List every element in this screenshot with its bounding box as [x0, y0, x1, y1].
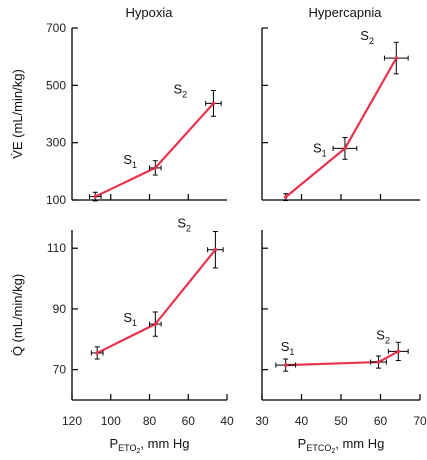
- x-tick-label: 50: [334, 414, 348, 428]
- y-tick-label: 90: [53, 302, 67, 316]
- x-tick-label: 40: [220, 414, 234, 428]
- y-axis-label: Q̇ (mL/min/kg): [10, 274, 25, 356]
- data-point: S2: [177, 216, 224, 269]
- data-point: [283, 193, 289, 202]
- series-line: [285, 350, 399, 367]
- point-marker: [213, 247, 218, 252]
- x-tick-label: 30: [255, 414, 269, 428]
- y-tick-label: 100: [46, 193, 66, 207]
- point-marker: [283, 195, 288, 199]
- data-point: [90, 346, 104, 360]
- data-point: S1: [123, 152, 162, 176]
- y-tick-label: 70: [53, 363, 67, 377]
- point-marker: [396, 349, 401, 354]
- x-tick-label: 60: [182, 414, 196, 428]
- data-point: S1: [313, 137, 358, 160]
- y-tick-label: 500: [46, 78, 66, 92]
- data-point: [370, 355, 387, 369]
- point-marker: [283, 363, 288, 367]
- series-line: [285, 57, 398, 198]
- point-label-s2: S2: [173, 81, 187, 99]
- x-axis-label: PETCO2, mm Hg: [298, 436, 385, 455]
- point-marker: [93, 194, 98, 199]
- x-axis-label: PETO2, mm Hg: [109, 436, 189, 455]
- point-label-s1: S1: [313, 140, 327, 158]
- chart-panel-hypercapnia-q: 30 40 50 60 70 PETCO2, mm Hg S1 S2: [255, 230, 427, 455]
- point-marker: [376, 360, 381, 364]
- series-line: [94, 102, 215, 198]
- y-tick-label: 700: [46, 21, 66, 35]
- x-tick-label: 70: [413, 414, 427, 428]
- x-tick-label: 80: [143, 414, 157, 428]
- y-tick-label: 300: [46, 136, 66, 150]
- data-point: [88, 191, 102, 202]
- series-line: [96, 249, 217, 354]
- x-tick-label: 120: [62, 414, 82, 428]
- y-axis-label: V̇E (mL/min/kg): [10, 69, 25, 159]
- point-marker: [153, 166, 158, 170]
- x-tick-label: 40: [295, 414, 309, 428]
- point-label-s2: S2: [376, 327, 390, 345]
- point-marker: [343, 146, 347, 151]
- point-label-s2: S2: [177, 216, 191, 234]
- point-marker: [153, 322, 158, 326]
- panel-title: Hypercapnia: [309, 5, 383, 20]
- point-marker: [211, 101, 216, 106]
- point-marker: [95, 351, 99, 355]
- point-label-s1: S1: [281, 339, 295, 357]
- x-tick-label: 60: [374, 414, 388, 428]
- x-tick-label: 100: [101, 414, 121, 428]
- chart-panel-hypoxia-q: 70 90 110 120 100 80 60 40 PETO2, mm Hg Q̇ (mL/mi…: [10, 216, 234, 455]
- data-point: S2: [360, 28, 409, 75]
- data-point: S1: [275, 339, 297, 372]
- point-label-s2: S2: [360, 28, 374, 46]
- point-label-s1: S1: [123, 310, 137, 328]
- panel-title: Hypoxia: [126, 5, 174, 20]
- data-point: S2: [173, 81, 222, 117]
- chart-panel-hypercapnia-ve: Hypercapnia S1 S2: [261, 5, 420, 202]
- point-marker: [394, 56, 399, 60]
- y-tick-label: 110: [47, 241, 66, 255]
- data-point: S1: [123, 310, 162, 337]
- chart-panel-hypoxia-ve: 100 300 500 700 Hypoxia V̇E (mL/min/kg) S1 S2: [10, 5, 227, 207]
- data-point: S2: [376, 327, 409, 362]
- point-label-s1: S1: [123, 152, 137, 170]
